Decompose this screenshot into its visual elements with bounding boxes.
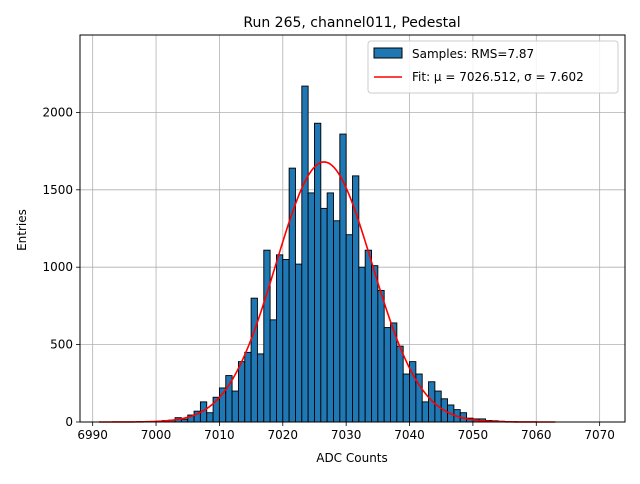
- histogram-bar: [365, 250, 371, 422]
- y-axis-label: Entries: [15, 209, 29, 251]
- histogram-bar: [207, 413, 213, 422]
- histogram-bar: [308, 193, 314, 422]
- x-tick-label: 7000: [141, 428, 172, 442]
- x-tick-label: 7050: [458, 428, 489, 442]
- histogram-bar: [283, 259, 289, 422]
- y-tick-label: 1000: [42, 260, 73, 274]
- histogram-bar: [232, 391, 238, 422]
- histogram-bar: [245, 352, 251, 422]
- y-tick-label: 1500: [42, 183, 73, 197]
- histogram-bar: [422, 402, 428, 422]
- x-tick-label: 7030: [331, 428, 362, 442]
- y-tick-label: 0: [65, 415, 73, 429]
- histogram-bar: [397, 346, 403, 422]
- legend-samples-label: Samples: RMS=7.87: [412, 47, 534, 61]
- histogram-bar: [257, 354, 263, 422]
- histogram-bar: [270, 320, 276, 422]
- histogram-bar: [264, 250, 270, 422]
- histogram-bar: [359, 267, 365, 422]
- legend: Samples: RMS=7.87 Fit: μ = 7026.512, σ =…: [368, 41, 618, 93]
- histogram-bar: [321, 208, 327, 422]
- histogram-bar: [302, 86, 308, 422]
- histogram-bar: [384, 328, 390, 422]
- y-tick-label: 500: [50, 338, 73, 352]
- x-tick-label: 7070: [584, 428, 615, 442]
- histogram-bar: [314, 123, 320, 422]
- histogram-bar: [251, 298, 257, 422]
- legend-samples-swatch: [374, 48, 402, 58]
- x-tick-label: 6990: [77, 428, 108, 442]
- histogram-bar: [276, 255, 282, 422]
- histogram-bar: [378, 290, 384, 422]
- y-tick-label: 2000: [42, 105, 73, 119]
- chart-title: Run 265, channel011, Pedestal: [243, 15, 460, 31]
- histogram-bar: [327, 193, 333, 422]
- histogram-bar: [346, 235, 352, 422]
- histogram-bar: [333, 221, 339, 422]
- histogram-bar: [295, 264, 301, 422]
- x-tick-label: 7020: [268, 428, 299, 442]
- histogram-bar: [238, 362, 244, 422]
- x-tick-label: 7010: [204, 428, 235, 442]
- x-tick-label: 7060: [521, 428, 552, 442]
- x-axis-label: ADC Counts: [316, 451, 388, 465]
- histogram-bar: [403, 374, 409, 422]
- histogram-bar: [372, 266, 378, 422]
- legend-fit-label: Fit: μ = 7026.512, σ = 7.602: [412, 70, 584, 84]
- x-tick-label: 7040: [394, 428, 425, 442]
